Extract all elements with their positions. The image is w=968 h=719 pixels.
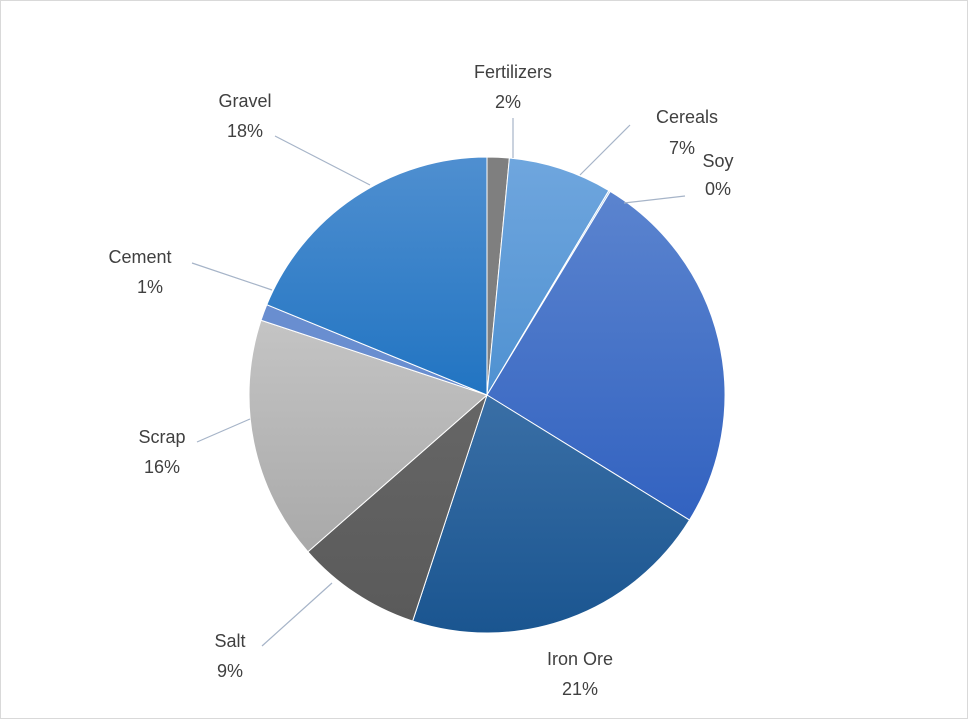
data-labels: Fertilizers 2% Cereals 7% Soy 0% Iron Ore 21% Sa… (108, 62, 733, 699)
slice-label-gravel: Gravel (218, 91, 271, 111)
pie-slice-scrap (248, 319, 488, 553)
leader-line-soy (623, 195, 686, 204)
slice-label-cereals: Cereals (656, 107, 718, 127)
slice-percent-scrap: 16% (144, 457, 180, 477)
leader-line-cement (191, 262, 273, 291)
slice-percent-iron-ore: 21% (562, 679, 598, 699)
leader-line-gravel (274, 135, 371, 186)
slice-percent-soy: 0% (705, 179, 731, 199)
slice-label-soy: Soy (702, 151, 733, 171)
slice-label-iron-ore: Iron Ore (547, 649, 613, 669)
pie-slices (248, 156, 726, 634)
slice-percent-gravel: 18% (227, 121, 263, 141)
pie-slice-unlabeled (486, 190, 726, 521)
pie-slice-cereals (486, 157, 610, 396)
slice-percent-cement: 1% (137, 277, 163, 297)
pie-slice-salt (307, 393, 489, 622)
leader-line-salt (261, 582, 333, 647)
leader-lines (191, 118, 686, 647)
pie-slice-iron-ore (412, 394, 691, 634)
slice-label-salt: Salt (214, 631, 245, 651)
leader-line-cereals (579, 124, 631, 176)
slice-percent-cereals: 7% (669, 138, 695, 158)
slice-percent-salt: 9% (217, 661, 243, 681)
pie-slice-gravel (266, 156, 488, 396)
slice-label-fertilizers: Fertilizers (474, 62, 552, 82)
slice-label-scrap: Scrap (138, 427, 185, 447)
slice-percent-fertilizers: 2% (495, 92, 521, 112)
leader-line-scrap (196, 418, 251, 443)
slice-label-cement: Cement (108, 247, 171, 267)
